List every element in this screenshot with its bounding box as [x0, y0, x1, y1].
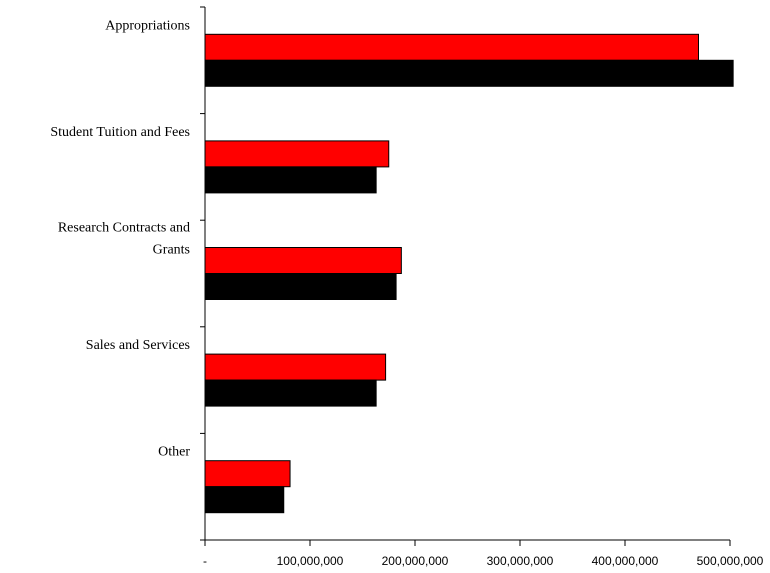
- bar-red-0: [204, 33, 699, 61]
- x-tick-label-4: 400,000,000: [592, 554, 659, 568]
- bar-black-4: [204, 486, 285, 514]
- x-tick-label-5: 500,000,000: [697, 554, 764, 568]
- category-labels: Appropriations Student Tuition and Fees Re…: [50, 18, 190, 459]
- category-label-2-1: Grants: [153, 243, 190, 258]
- x-tick-label-3: 300,000,000: [487, 554, 554, 568]
- bar-black-2: [204, 273, 397, 300]
- bars-group: [204, 33, 734, 514]
- category-label-3-0: Sales and Services: [86, 338, 190, 353]
- x-axis: - 100,000,000 200,000,000 300,000,000 400,00…: [203, 539, 764, 568]
- bar-red-1: [204, 140, 390, 168]
- x-tick-label-0: -: [203, 554, 207, 568]
- bar-red-4: [204, 460, 291, 488]
- bar-red-2: [204, 247, 402, 274]
- bar-black-3: [204, 379, 377, 407]
- category-label-2-0: Research Contracts and: [58, 221, 190, 236]
- x-tick-label-2: 200,000,000: [382, 554, 449, 568]
- bar-red-3: [204, 353, 387, 381]
- bar-black-0: [204, 59, 734, 87]
- x-tick-label-1: 100,000,000: [277, 554, 344, 568]
- y-axis: [200, 6, 206, 541]
- category-label-0-0: Appropriations: [105, 18, 190, 33]
- category-label-1-0: Student Tuition and Fees: [50, 125, 190, 140]
- category-label-4-0: Other: [158, 445, 190, 460]
- bar-black-1: [204, 166, 377, 194]
